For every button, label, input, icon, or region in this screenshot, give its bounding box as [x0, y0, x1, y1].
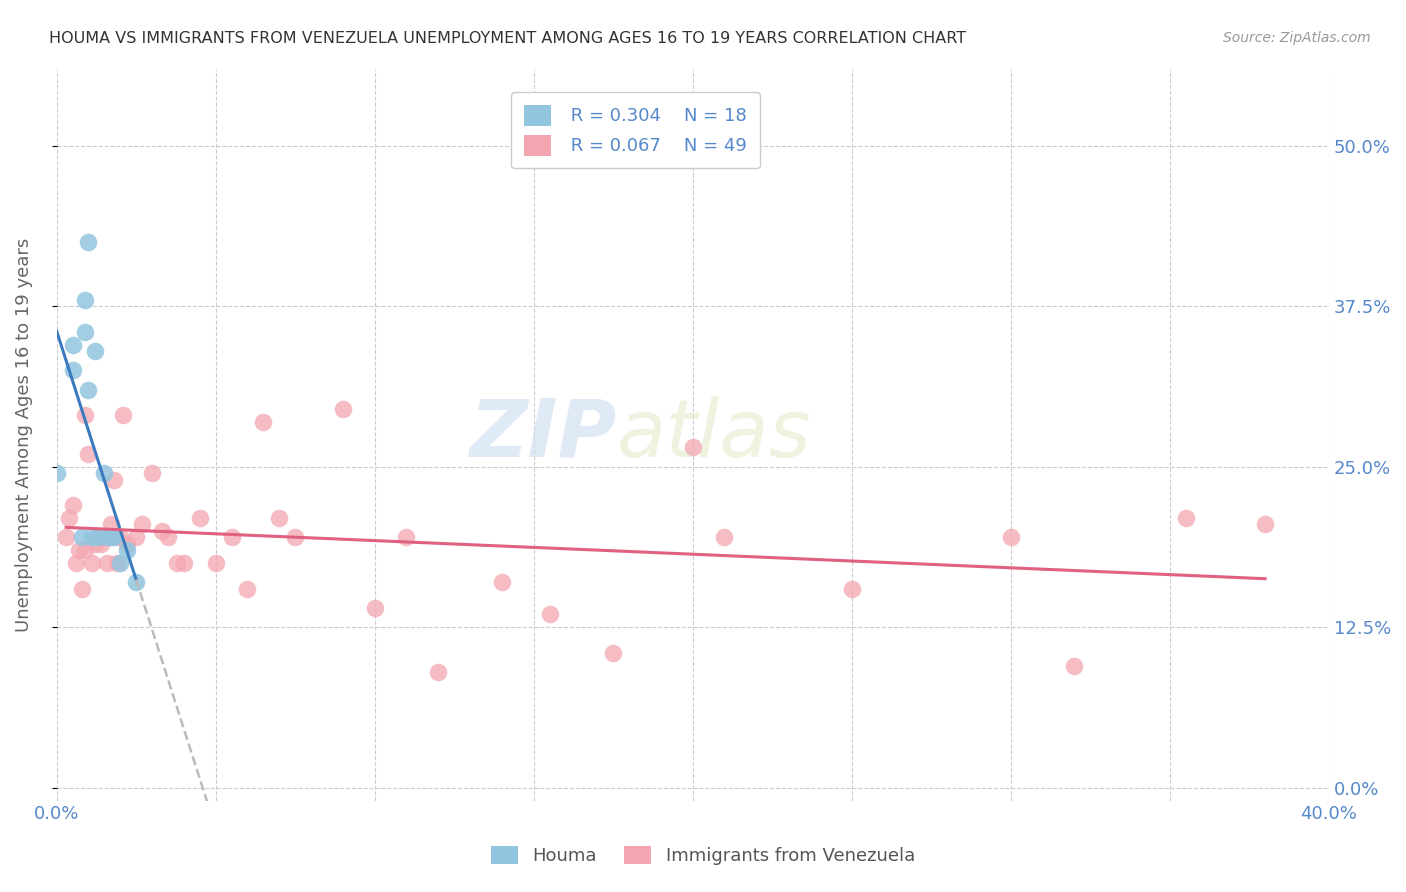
Point [1000, 530, 1022, 544]
Point [103, 473, 125, 487]
Point [269, 511, 291, 525]
Legend: Houma, Immigrants from Venezuela: Houma, Immigrants from Venezuela [484, 838, 922, 872]
Point [602, 646, 624, 660]
Point [100, 517, 122, 532]
Point [83, 344, 105, 359]
Point [62, 363, 84, 377]
Point [284, 530, 307, 544]
Point [363, 601, 385, 615]
Point [75, 409, 97, 423]
Point [96, 530, 118, 544]
Point [131, 517, 153, 532]
Point [110, 530, 132, 544]
Point [100, 530, 122, 544]
Point [150, 524, 173, 538]
Point [1063, 658, 1085, 673]
Point [90, 537, 112, 551]
Point [1254, 517, 1277, 532]
Point [1174, 511, 1197, 525]
Point [65, 556, 87, 570]
Point [77, 383, 100, 397]
Point [395, 530, 418, 544]
Point [45, 466, 67, 480]
Point [125, 530, 148, 544]
Text: atlas: atlas [616, 395, 811, 474]
Point [87, 530, 110, 544]
Text: HOUMA VS IMMIGRANTS FROM VENEZUELA UNEMPLOYMENT AMONG AGES 16 TO 19 YEARS CORREL: HOUMA VS IMMIGRANTS FROM VENEZUELA UNEMP… [49, 31, 966, 46]
Point [188, 511, 211, 525]
Point [87, 530, 110, 544]
Point [105, 556, 128, 570]
Point [77, 235, 100, 249]
Text: ZIP: ZIP [470, 395, 616, 474]
Point [125, 575, 148, 590]
Point [156, 530, 179, 544]
Point [491, 575, 513, 590]
Point [80, 530, 103, 544]
Point [221, 530, 243, 544]
Point [115, 537, 138, 551]
Point [141, 466, 163, 480]
Point [110, 556, 132, 570]
Point [62, 498, 84, 512]
Point [58, 511, 80, 525]
Point [83, 537, 105, 551]
Y-axis label: Unemployment Among Ages 16 to 19 years: Unemployment Among Ages 16 to 19 years [15, 237, 32, 632]
Point [841, 582, 863, 596]
Point [96, 556, 118, 570]
Point [80, 556, 103, 570]
Point [427, 665, 450, 680]
Point [115, 543, 138, 558]
Legend:  R = 0.304    N = 18,  R = 0.067    N = 49: R = 0.304 N = 18, R = 0.067 N = 49 [510, 92, 759, 169]
Point [713, 530, 735, 544]
Point [93, 466, 115, 480]
Point [93, 530, 115, 544]
Point [112, 409, 135, 423]
Point [252, 415, 274, 429]
Point [103, 530, 125, 544]
Text: Source: ZipAtlas.com: Source: ZipAtlas.com [1223, 31, 1371, 45]
Point [204, 556, 226, 570]
Point [70, 530, 93, 544]
Point [75, 325, 97, 339]
Point [75, 293, 97, 307]
Point [166, 556, 188, 570]
Point [77, 447, 100, 461]
Point [682, 441, 704, 455]
Point [538, 607, 561, 622]
Point [55, 530, 77, 544]
Point [332, 401, 354, 416]
Point [236, 582, 259, 596]
Point [67, 543, 90, 558]
Point [62, 337, 84, 351]
Point [173, 556, 195, 570]
Point [75, 543, 97, 558]
Point [70, 582, 93, 596]
